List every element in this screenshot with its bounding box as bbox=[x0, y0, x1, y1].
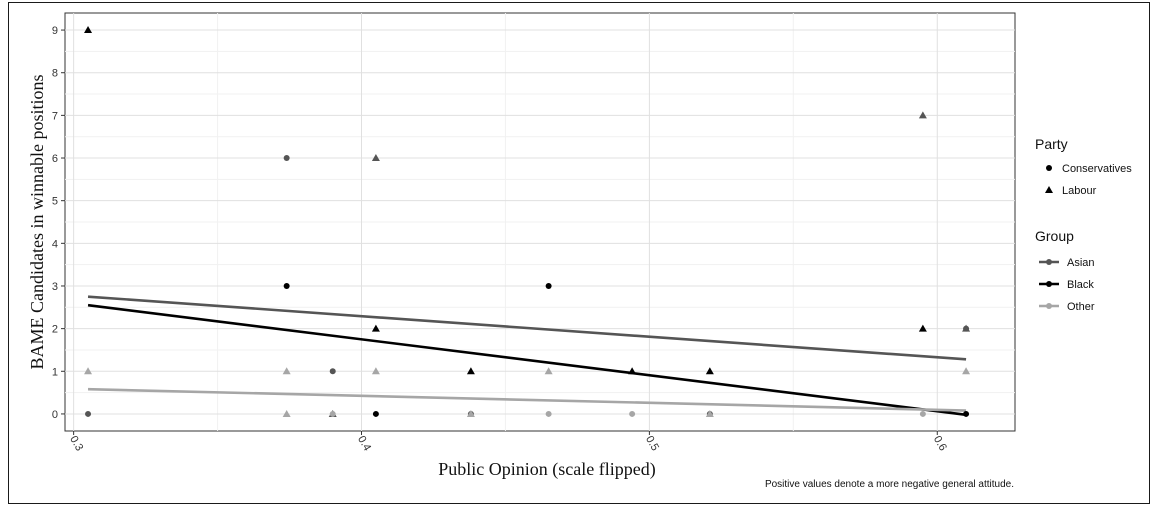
point-other-labour bbox=[371, 367, 380, 375]
legend-party-items: Conservatives Labour bbox=[1045, 163, 1132, 197]
legend-label-other: Other bbox=[1067, 301, 1095, 313]
point-black-conservatives bbox=[283, 282, 290, 289]
y-tick-label: 9 bbox=[52, 25, 58, 37]
y-tick-label: 8 bbox=[52, 68, 58, 80]
point-other-conservatives bbox=[919, 410, 926, 417]
trend-line-black bbox=[87, 303, 967, 417]
x-axis-ticks: 0.3 0.4 0.5 0.6 bbox=[67, 431, 949, 453]
legend-key-labour bbox=[1045, 186, 1053, 193]
point-black-labour bbox=[371, 324, 380, 332]
annotation-note: Positive values denote a more negative g… bbox=[765, 479, 1014, 490]
trend-line-other bbox=[87, 387, 967, 412]
point-black-labour bbox=[705, 367, 714, 375]
y-axis-ticks: 0 1 2 3 4 5 6 7 8 9 bbox=[52, 25, 65, 421]
legend: Party Conservatives Labour Group Asian Bla… bbox=[1035, 136, 1132, 313]
scatter-chart: 0 1 2 3 4 5 6 7 8 9 0.3 0.4 0.5 0.6 BAME Candidates … bbox=[27, 12, 1132, 490]
legend-title-party: Party bbox=[1035, 136, 1068, 152]
point-black-conservatives bbox=[963, 410, 970, 417]
point-other-conservatives bbox=[545, 410, 552, 417]
point-asian-conservatives bbox=[283, 155, 290, 162]
point-black-labour bbox=[918, 324, 927, 332]
legend-label-black: Black bbox=[1067, 279, 1094, 291]
point-black-conservatives bbox=[545, 282, 552, 289]
x-tick-label: 0.3 bbox=[67, 434, 85, 453]
point-black-conservatives bbox=[372, 410, 379, 417]
trend-line-asian bbox=[87, 295, 967, 361]
trend-lines bbox=[87, 295, 967, 417]
legend-label-asian: Asian bbox=[1067, 257, 1095, 269]
legend-key-dot-black bbox=[1046, 281, 1052, 287]
legend-key-dot-asian bbox=[1046, 259, 1052, 265]
y-tick-label: 4 bbox=[52, 238, 58, 250]
point-other-labour bbox=[962, 367, 971, 375]
legend-title-group: Group bbox=[1035, 228, 1074, 244]
legend-group-items: Asian Black Other bbox=[1039, 257, 1095, 313]
y-tick-label: 2 bbox=[52, 324, 58, 336]
point-asian-labour bbox=[962, 324, 971, 332]
point-asian-conservatives bbox=[329, 368, 336, 375]
y-axis-title: BAME Candidates in winnable positions bbox=[27, 75, 47, 370]
data-points bbox=[84, 26, 971, 417]
point-other-labour bbox=[282, 367, 291, 375]
point-other-conservatives bbox=[629, 410, 636, 417]
point-asian-labour bbox=[918, 111, 927, 119]
legend-label-conservatives: Conservatives bbox=[1062, 163, 1132, 175]
y-tick-label: 3 bbox=[52, 281, 58, 293]
y-tick-label: 6 bbox=[52, 153, 58, 165]
legend-key-conservatives bbox=[1046, 165, 1052, 171]
x-tick-label: 0.6 bbox=[931, 434, 949, 453]
y-tick-label: 0 bbox=[52, 409, 58, 421]
point-black-labour bbox=[466, 367, 475, 375]
point-other-labour bbox=[544, 367, 553, 375]
point-asian-conservatives bbox=[85, 410, 92, 417]
x-tick-label: 0.4 bbox=[355, 434, 373, 453]
point-other-labour bbox=[282, 409, 291, 417]
point-other-labour bbox=[705, 409, 714, 417]
point-black-labour bbox=[628, 367, 637, 375]
point-other-labour bbox=[84, 367, 93, 375]
point-other-conservatives bbox=[329, 410, 336, 417]
major-gridlines bbox=[65, 13, 1015, 431]
point-asian-labour bbox=[371, 154, 380, 162]
y-tick-label: 1 bbox=[52, 366, 58, 378]
x-axis-title: Public Opinion (scale flipped) bbox=[438, 459, 655, 480]
point-other-labour bbox=[466, 409, 475, 417]
point-black-labour bbox=[84, 26, 93, 34]
legend-key-dot-other bbox=[1046, 303, 1052, 309]
legend-label-labour: Labour bbox=[1062, 185, 1097, 197]
y-tick-label: 5 bbox=[52, 196, 58, 208]
y-tick-label: 7 bbox=[52, 110, 58, 122]
x-tick-label: 0.5 bbox=[643, 434, 661, 453]
figure-frame: 0 1 2 3 4 5 6 7 8 9 0.3 0.4 0.5 0.6 BAME Candidates … bbox=[8, 2, 1150, 504]
